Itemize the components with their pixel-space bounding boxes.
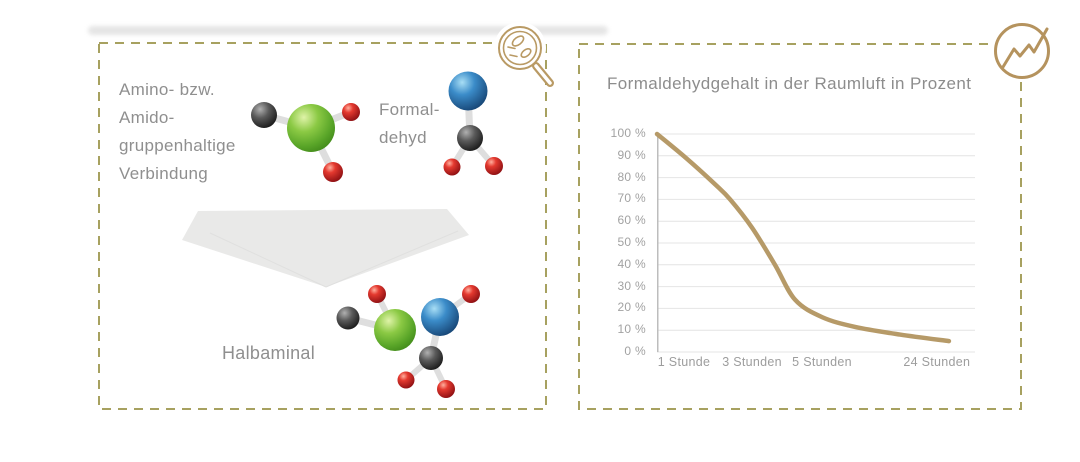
x-axis-category-label: 1 Stunde [657,355,711,369]
atom-blue [448,71,488,111]
atom-red [443,158,461,176]
arrow-shape [182,209,469,287]
microbe-dash [509,54,518,58]
atom-red [368,285,386,303]
reactant-label-line: Amino- bzw. [119,80,215,99]
chart-title: Formaldehydgehalt in der Raumluft in Pro… [607,74,972,93]
atom-red [323,162,343,182]
atom-red [397,371,415,389]
y-axis-tick-label: 70 % [617,191,646,206]
reactant-label-line: Verbindung [119,164,209,183]
trend-line-chart-icon [994,23,1050,79]
formaldehyde-trend-line [654,131,952,344]
x-axis-category-label: 5 Stunden [792,355,852,369]
atom-red [462,285,480,303]
trend-zigzag [1001,27,1049,69]
y-axis-tick-label: 50 % [617,235,646,249]
microbe-dash [507,46,516,50]
y-axis-tick-label: 30 % [617,278,646,293]
atom-green [374,309,416,351]
magnifier-molecules-icon [494,22,554,87]
chart-panel-border [578,43,1022,410]
molecule-amino-compound [251,102,360,182]
lens-outer-ring [498,26,542,70]
reactant-label-line: Amido- [119,108,175,127]
y-axis-tick-label: 60 % [617,213,646,228]
lens-inner-ring [502,30,538,66]
y-axis-tick-label: 100 % [610,126,646,140]
y-axis-tick-label: 0 % [624,344,646,358]
atom-black [336,306,360,330]
microbe-oval [520,47,532,59]
formaldehyde-label-line: dehyd [379,128,427,147]
atom-black [251,102,277,128]
reaction-arrow-down [182,209,469,288]
x-axis-category-label: 3 Stunden [722,355,782,369]
atom-red [437,380,455,398]
atom-black [419,346,443,370]
microbe-oval [511,35,525,47]
y-axis-tick-label: 90 % [617,147,646,162]
molecule-halbaminal [336,285,480,398]
atom-red [342,103,360,121]
atom-red [485,157,503,175]
atom-black [457,125,483,151]
arrow-fold-line [325,230,459,288]
x-axis-category-label: 24 Stunden [903,355,971,369]
reactant-label: Amino- bzw. Amido- gruppenhaltige Verbin… [119,76,236,188]
y-axis-tick-label: 80 % [617,169,646,184]
reaction-panel-border [98,42,547,410]
formaldehyde-label-line: Formal- [379,100,440,119]
molecule-formaldehyde [443,71,503,176]
formaldehyde-label: Formal- dehyd [379,96,440,152]
line-chart-plot [654,131,975,353]
arrow-fold-line [209,232,327,288]
product-label: Halbaminal [222,343,316,363]
reactant-label-line: gruppenhaltige [119,136,236,155]
atom-green [287,104,335,152]
magnifier-handle-fill [534,64,552,85]
atom-blue [421,298,459,336]
y-axis-tick-label: 10 % [617,322,646,337]
dashed-border [578,43,1022,410]
top-shadow-artifact [88,26,608,35]
y-axis-tick-label: 40 % [617,256,646,271]
y-axis-tick-label: 20 % [617,300,646,315]
dashed-border [98,42,547,410]
icon-circle [994,23,1050,79]
